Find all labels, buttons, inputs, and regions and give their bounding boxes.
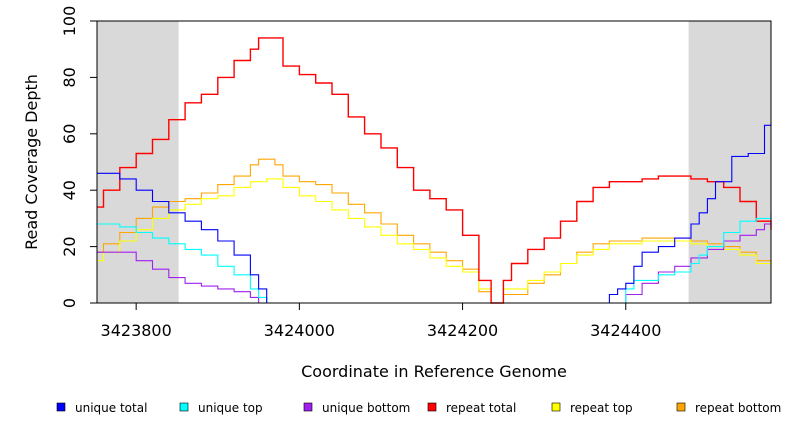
x-tick-label-3424400: 3424400 (590, 321, 661, 340)
y-tick-label-80: 80 (60, 67, 79, 87)
legend-swatch-repeat-top (551, 402, 561, 412)
x-axis-title: Coordinate in Reference Genome (301, 362, 567, 381)
y-tick-label-0: 0 (60, 298, 79, 308)
y-tick-label-40: 40 (60, 180, 79, 200)
series-line-repeat-top (97, 178, 772, 304)
legend-swatch-repeat-bottom (676, 402, 686, 412)
legend-label-repeat-top: repeat top (570, 401, 633, 415)
shaded-region-1 (97, 21, 179, 303)
x-tick-label-3424000: 3424000 (264, 321, 335, 340)
shaded-regions (97, 21, 771, 303)
legend-label-unique-total: unique total (75, 401, 147, 415)
x-axis: 3423800 3424000 3424200 3424400 (101, 303, 661, 340)
legend-label-unique-top: unique top (198, 401, 263, 415)
legend: unique total unique top unique bottom repea… (56, 401, 781, 415)
y-axis-title: Read Coverage Depth (22, 74, 41, 250)
y-axis: 0 20 40 60 80 100 (60, 6, 97, 308)
series-line-repeat-bottom (97, 158, 772, 304)
legend-label-repeat-total: repeat total (446, 401, 516, 415)
y-tick-label-20: 20 (60, 236, 79, 256)
series-line-repeat-total (97, 37, 772, 304)
plot-frame (96, 20, 772, 304)
x-tick-label-3423800: 3423800 (101, 321, 172, 340)
y-tick-label-60: 60 (60, 124, 79, 144)
legend-label-unique-bottom: unique bottom (322, 401, 410, 415)
shaded-region-2 (688, 21, 771, 303)
legend-label-repeat-bottom: repeat bottom (695, 401, 781, 415)
legend-swatch-unique-total (56, 402, 66, 412)
x-tick-label-3424200: 3424200 (427, 321, 498, 340)
legend-swatch-repeat-total (427, 402, 437, 412)
legend-swatch-unique-top (179, 402, 189, 412)
legend-swatch-unique-bottom (303, 402, 313, 412)
y-tick-label-100: 100 (60, 6, 79, 37)
